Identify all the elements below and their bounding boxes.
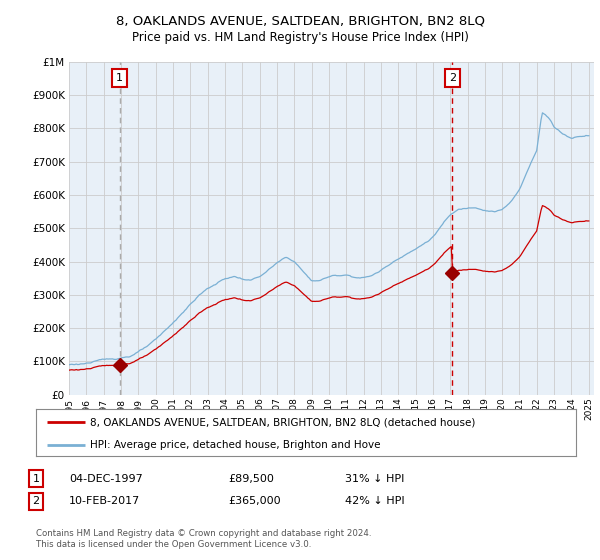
Text: HPI: Average price, detached house, Brighton and Hove: HPI: Average price, detached house, Brig… — [90, 440, 380, 450]
Text: 1: 1 — [32, 474, 40, 484]
Text: £365,000: £365,000 — [228, 496, 281, 506]
Text: £89,500: £89,500 — [228, 474, 274, 484]
Text: 2: 2 — [32, 496, 40, 506]
Text: 04-DEC-1997: 04-DEC-1997 — [69, 474, 143, 484]
Text: 2: 2 — [449, 73, 456, 83]
Text: 8, OAKLANDS AVENUE, SALTDEAN, BRIGHTON, BN2 8LQ: 8, OAKLANDS AVENUE, SALTDEAN, BRIGHTON, … — [115, 14, 485, 27]
Text: 31% ↓ HPI: 31% ↓ HPI — [345, 474, 404, 484]
Text: Contains HM Land Registry data © Crown copyright and database right 2024.
This d: Contains HM Land Registry data © Crown c… — [36, 529, 371, 549]
Text: 42% ↓ HPI: 42% ↓ HPI — [345, 496, 404, 506]
Text: 1: 1 — [116, 73, 123, 83]
Text: Price paid vs. HM Land Registry's House Price Index (HPI): Price paid vs. HM Land Registry's House … — [131, 31, 469, 44]
Text: 8, OAKLANDS AVENUE, SALTDEAN, BRIGHTON, BN2 8LQ (detached house): 8, OAKLANDS AVENUE, SALTDEAN, BRIGHTON, … — [90, 417, 475, 427]
Text: 10-FEB-2017: 10-FEB-2017 — [69, 496, 140, 506]
